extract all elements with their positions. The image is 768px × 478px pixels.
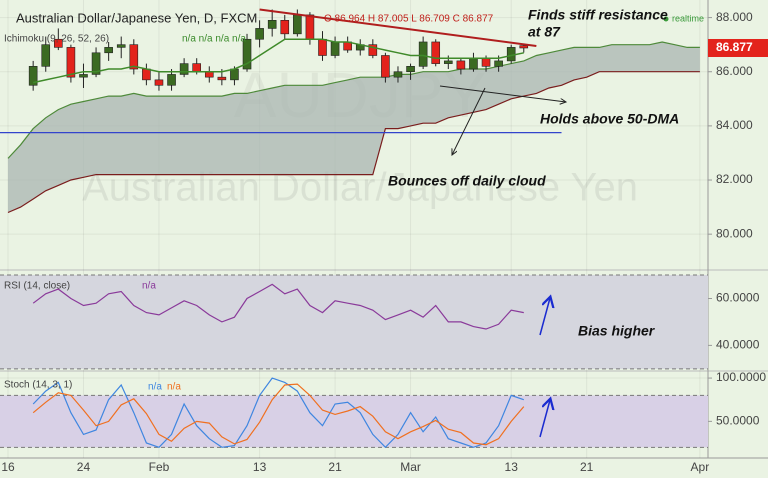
y-tick-label: 84.000 — [716, 118, 753, 132]
candle-body — [154, 79, 164, 86]
y-tick-label: 86.000 — [716, 64, 753, 78]
candle-body — [41, 44, 51, 67]
indicator-values: n/a — [167, 382, 181, 393]
candle-body — [142, 68, 151, 81]
series-line — [32, 283, 524, 330]
annotation: Holds above 50-DMA — [540, 111, 679, 127]
arrow — [439, 85, 566, 102]
x-tick-label: 13 — [505, 460, 519, 474]
price-tag-label: 86.877 — [716, 40, 753, 54]
candle-body — [192, 63, 201, 73]
band-fill — [0, 275, 708, 369]
status-dot — [663, 16, 669, 22]
candle-body — [431, 41, 441, 64]
y-tick-label: 100.0000 — [716, 370, 766, 384]
candle-body — [28, 66, 38, 86]
series-line — [32, 383, 525, 446]
ohlc-label: O 86.964 H 87.005 L 86.709 C 86.877 — [324, 14, 494, 25]
x-tick-label: 21 — [580, 460, 594, 474]
annotation: at 87 — [528, 24, 561, 40]
candle-body — [91, 52, 101, 75]
cloud-fill — [8, 41, 700, 213]
annotation: Bias higher — [578, 323, 656, 339]
ma-line — [33, 38, 524, 84]
candle-body — [469, 57, 478, 70]
y-tick-label: 88.000 — [716, 10, 753, 24]
candle-body — [104, 47, 113, 54]
candle-body — [230, 68, 239, 81]
candle-body — [406, 66, 415, 73]
y-tick-label: 50.0000 — [716, 414, 760, 428]
candle-body — [393, 71, 403, 78]
y-tick-label: 40.0000 — [716, 338, 760, 352]
annotation: Finds stiff resistance — [528, 7, 668, 23]
x-tick-label: 21 — [328, 460, 342, 474]
annotation: Bounces off daily cloud — [388, 173, 546, 189]
candle-body — [494, 60, 503, 67]
indicator-label: Stoch (14, 3, 1) — [4, 380, 72, 391]
y-tick-label: 80.000 — [716, 226, 753, 240]
y-tick-label: 82.000 — [716, 172, 753, 186]
candle-body — [217, 76, 227, 81]
indicator-values: n/a — [142, 281, 156, 292]
chart-title: Australian Dollar/Japanese Yen, D, FXCM — [16, 10, 257, 25]
x-tick-label: 24 — [77, 460, 91, 474]
indicator-values: n/a n/a n/a n/a — [182, 34, 246, 45]
x-tick-label: Feb — [149, 460, 170, 474]
candle-body — [305, 14, 315, 40]
candle-body — [179, 63, 189, 75]
candle-body — [116, 44, 126, 48]
candle-body — [330, 41, 340, 56]
arrow — [539, 400, 550, 438]
indicator-values: n/a — [148, 382, 162, 393]
candle-body — [255, 28, 264, 40]
candle-body — [204, 71, 214, 78]
candle-body — [456, 60, 466, 70]
candle-body — [418, 41, 428, 67]
candle-body — [54, 38, 63, 48]
indicator-label: RSI (14, close) — [4, 281, 70, 292]
candle-body — [443, 60, 453, 64]
candle-body — [280, 20, 290, 35]
candle-body — [66, 47, 76, 78]
indicator-label: Ichimoku (9, 26, 52, 26) — [4, 34, 109, 45]
arrow — [452, 87, 486, 155]
x-tick-label: Apr — [691, 460, 710, 474]
arrow — [539, 298, 550, 336]
candle-body — [381, 55, 390, 78]
x-tick-label: Mar — [400, 460, 421, 474]
resistance-line — [259, 8, 537, 48]
candle-body — [242, 38, 252, 70]
series-line — [32, 377, 524, 449]
x-tick-label: 16 — [1, 460, 15, 474]
candle-body — [481, 57, 491, 67]
cloud-lower — [7, 71, 700, 214]
candle-body — [519, 45, 529, 49]
candle-body — [368, 44, 378, 56]
candle-body — [129, 44, 139, 70]
candle-body — [79, 74, 88, 78]
candle-body — [318, 38, 327, 56]
x-tick-label: 13 — [253, 460, 267, 474]
candle-body — [267, 20, 277, 29]
price-tag — [708, 38, 768, 57]
y-tick-label: 60.0000 — [716, 291, 760, 305]
status: realtime — [672, 13, 704, 23]
candle-body — [293, 14, 302, 35]
band-fill — [0, 395, 708, 448]
candle-body — [167, 74, 176, 86]
cloud-upper — [7, 41, 700, 159]
